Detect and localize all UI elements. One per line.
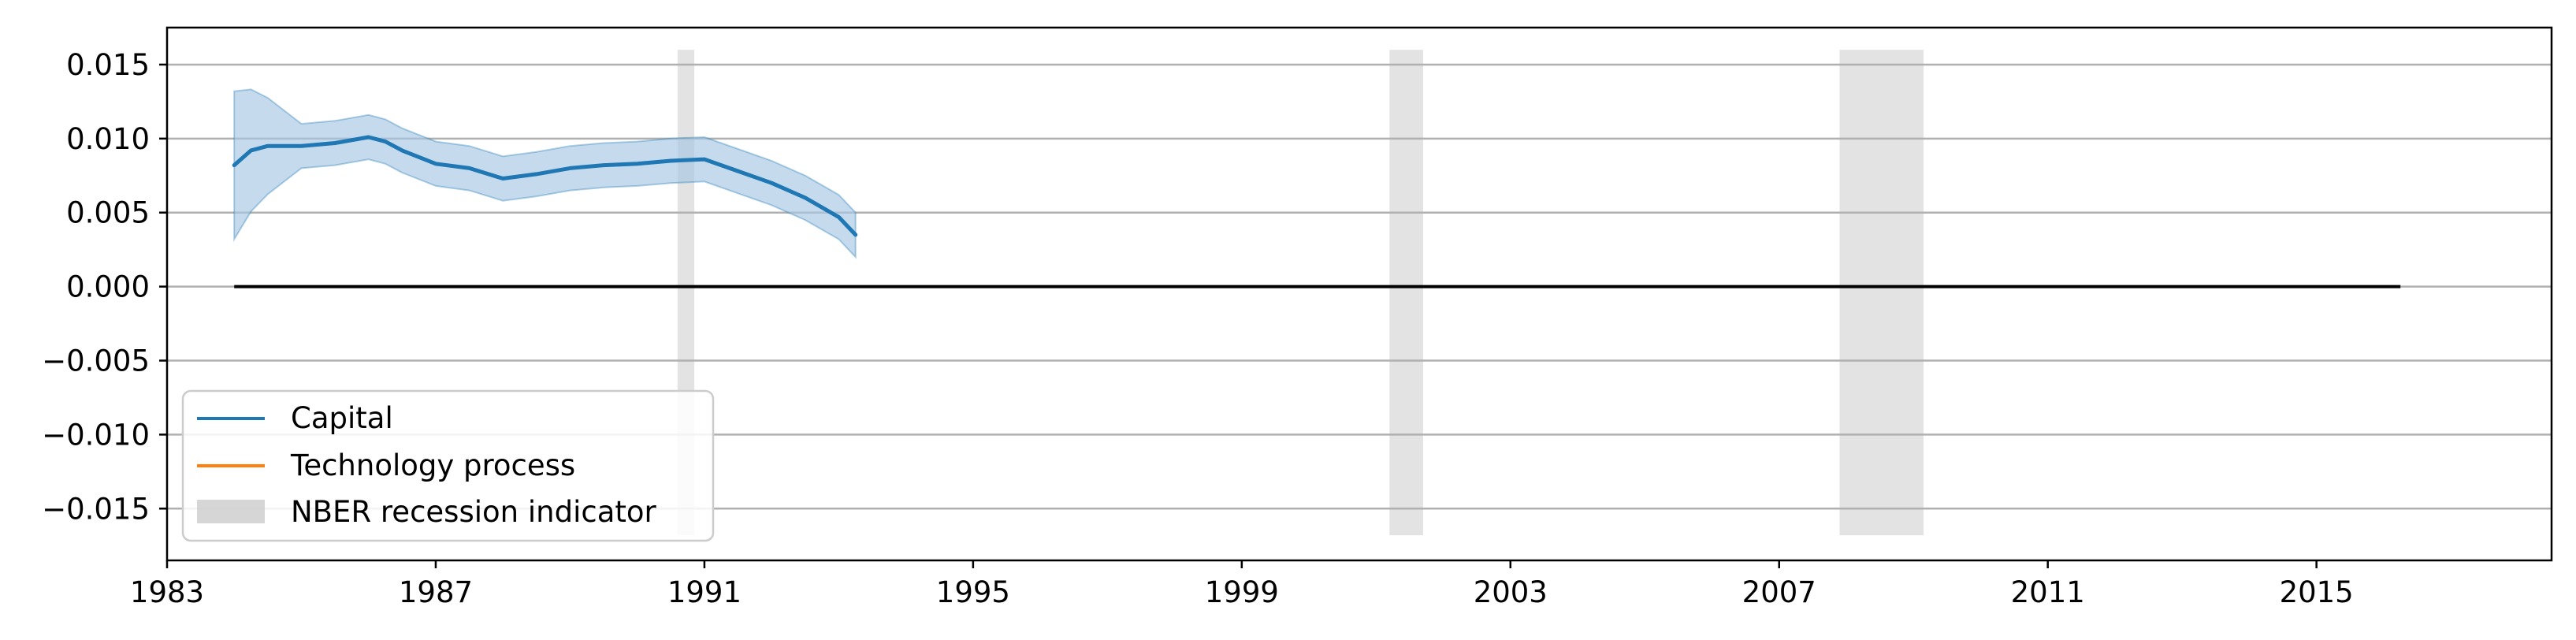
x-tick-label: 2003 <box>1474 575 1548 609</box>
x-tick-label: 1987 <box>399 575 473 609</box>
recession-shade <box>1389 50 1423 536</box>
legend-recession-label: NBER recession indicator <box>291 495 657 529</box>
y-tick-label: 0.010 <box>66 122 150 156</box>
legend: Capital Technology process NBER recessio… <box>181 389 715 542</box>
y-tick-label: −0.015 <box>42 492 150 526</box>
x-tick-label: 1999 <box>1205 575 1279 609</box>
line-layer <box>232 135 858 237</box>
x-tick-label: 2015 <box>2280 575 2354 609</box>
legend-recession-swatch <box>197 500 265 523</box>
y-tick-label: −0.010 <box>42 418 150 452</box>
x-tick-label: 1995 <box>936 575 1010 609</box>
series-line-0 <box>232 135 858 237</box>
y-tick-label: 0.005 <box>66 196 150 230</box>
x-tick-label: 1991 <box>667 575 742 609</box>
y-axis: 0.015 0.010 0.005 0.000 −0.005 −0.010 −0.015 <box>42 48 167 526</box>
recession-shade <box>1839 50 1924 536</box>
y-tick-label: 0.000 <box>66 270 150 304</box>
x-axis: 1983 1987 1991 1995 1999 2003 2007 2011 2015 <box>130 560 2354 609</box>
y-tick-label: 0.015 <box>66 48 150 82</box>
legend-technology-label: Technology process <box>290 448 575 482</box>
x-tick-label: 2011 <box>2011 575 2085 609</box>
legend-box <box>181 389 715 542</box>
y-tick-label: −0.005 <box>42 344 150 378</box>
x-tick-label: 2007 <box>1742 575 1816 609</box>
plot-frame <box>165 26 2553 562</box>
legend-capital-label: Capital <box>291 401 393 435</box>
x-tick-label: 1983 <box>130 575 204 609</box>
